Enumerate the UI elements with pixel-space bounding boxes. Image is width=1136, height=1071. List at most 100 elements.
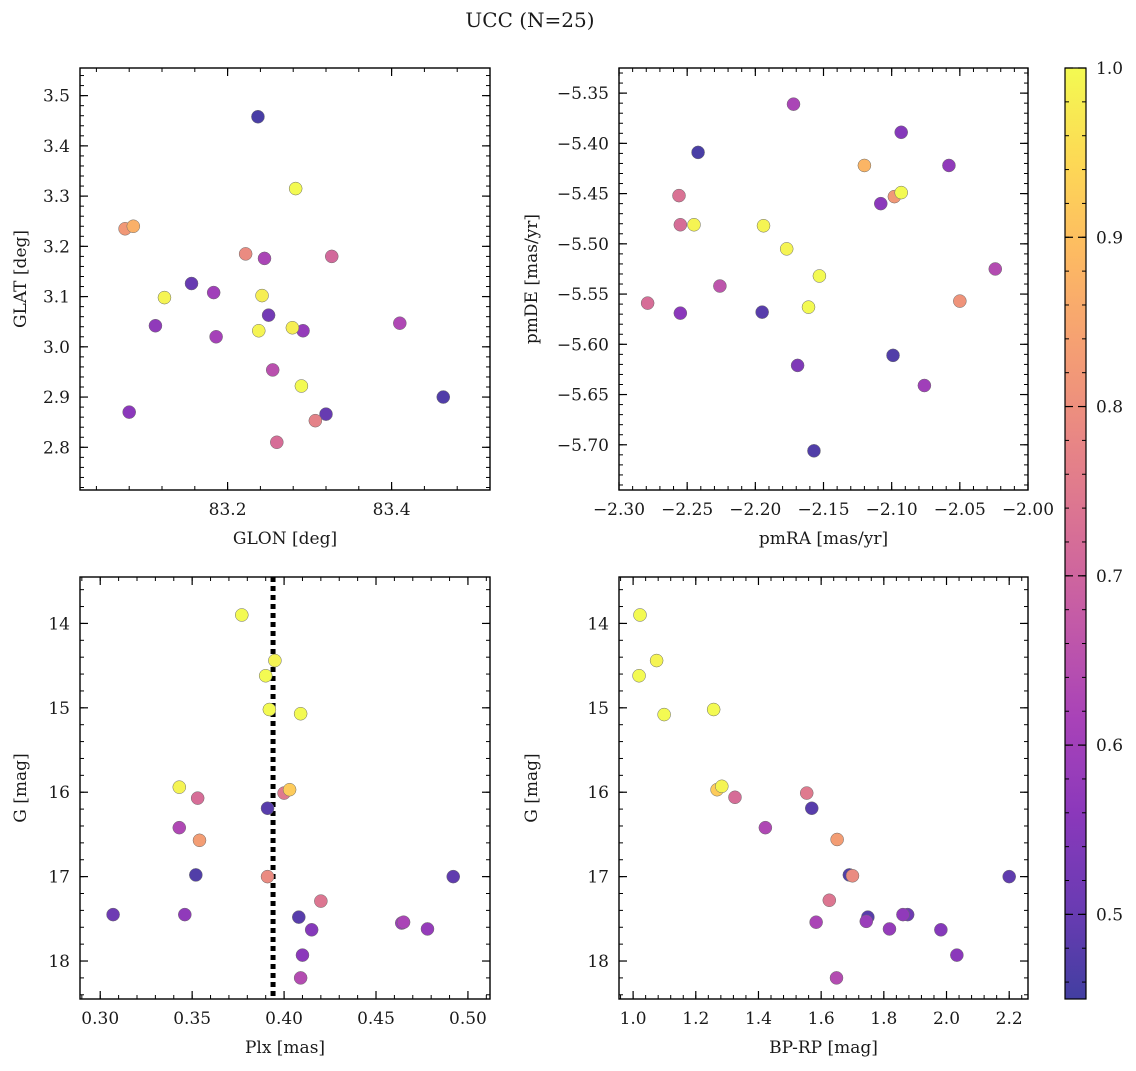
data-point [934, 923, 948, 937]
data-point [649, 653, 664, 668]
x-tick-label: 2.0 [933, 1009, 960, 1029]
data-point [293, 971, 308, 985]
panel-4: 1.0 1.2 1.4 1.6 1.8 2.0 2.2 14 15 16 17 18 BP-RP [ma… [522, 576, 1029, 1058]
data-point [178, 907, 192, 922]
data-point [172, 780, 187, 794]
data-point [713, 279, 727, 293]
data-point [640, 296, 655, 310]
data-point [758, 820, 773, 835]
data-point [260, 801, 275, 816]
y-tick-label: 3.5 [43, 87, 70, 107]
x-tick-label: −2.20 [729, 500, 781, 520]
data-point [812, 269, 827, 283]
data-point [106, 907, 120, 922]
colorbar-tick-label: 0.7 [1096, 567, 1123, 587]
data-point [673, 306, 688, 320]
colorbar-tick-label: 0.9 [1096, 228, 1123, 248]
data-point [786, 97, 801, 111]
x-axis-label: pmRA [mas/yr] [759, 529, 888, 549]
colorbar: 0.5 0.6 0.7 0.8 0.9 1.0 [1064, 59, 1123, 1000]
data-point [324, 249, 339, 264]
data-point [953, 294, 967, 308]
data-point [282, 782, 297, 797]
data-point [950, 948, 964, 962]
data-point [251, 109, 265, 124]
y-tick-label: 3.2 [43, 237, 70, 257]
y-axis-label: G [mag] [522, 753, 542, 822]
data-point [882, 922, 897, 936]
y-tick-label: 3.4 [43, 137, 70, 157]
colorbar-tick-label: 0.8 [1096, 398, 1123, 418]
data-point [446, 869, 460, 884]
data-point [801, 300, 816, 314]
data-point [126, 219, 141, 233]
x-tick-label: 83.4 [373, 500, 411, 520]
data-point [420, 922, 435, 936]
colorbar-tick-label: 0.5 [1096, 905, 1123, 925]
data-point [859, 914, 874, 929]
data-point [755, 305, 769, 319]
data-point [845, 869, 860, 883]
plot-area [618, 576, 1029, 1000]
y-tick-label: −5.35 [557, 84, 609, 104]
colorbar-tick-label: 1.0 [1096, 59, 1123, 79]
data-point [270, 435, 284, 450]
x-tick-label: 1.4 [745, 1009, 772, 1029]
y-tick-label: 18 [587, 952, 609, 972]
y-tick-label: −5.40 [557, 134, 609, 154]
y-tick-label: 17 [48, 868, 70, 888]
y-tick-label: −5.60 [557, 335, 609, 355]
plot-area [79, 67, 491, 491]
data-point [262, 702, 277, 717]
x-tick-label: 1.0 [620, 1009, 647, 1029]
x-tick-label: 1.8 [870, 1009, 897, 1029]
data-point [184, 276, 199, 291]
colorbar-gradient [1064, 67, 1087, 1000]
data-point [790, 358, 805, 373]
x-tick-label: −2.30 [593, 500, 645, 520]
data-point [830, 832, 844, 847]
panel-2: −2.30 −2.25 −2.20 −2.15 −2.10 −2.05 −2.00 −5.70… [522, 67, 1054, 549]
data-point [393, 316, 407, 330]
data-point [894, 185, 908, 200]
x-tick-label: 83.2 [209, 500, 247, 520]
data-point [804, 801, 819, 816]
data-point [238, 247, 253, 261]
y-axis-label: G [mag] [11, 753, 31, 822]
data-point [265, 363, 280, 377]
x-tick-label: 1.2 [682, 1009, 709, 1029]
data-point [988, 262, 1003, 276]
y-tick-label: 15 [587, 699, 609, 719]
data-point [809, 915, 823, 929]
data-point [252, 323, 266, 338]
data-point [319, 407, 333, 421]
data-point [206, 285, 221, 300]
x-tick-label: 0.30 [81, 1009, 119, 1029]
data-point [285, 320, 300, 335]
data-point [235, 608, 249, 622]
data-point [633, 608, 647, 622]
y-tick-label: 3.1 [43, 288, 70, 308]
data-point [857, 158, 872, 173]
y-tick-label: 2.8 [43, 438, 70, 458]
y-tick-label: −5.65 [557, 386, 609, 406]
data-point [657, 707, 671, 722]
x-tick-label: 2.2 [996, 1009, 1023, 1029]
x-axis-label: Plx [mas] [245, 1038, 325, 1058]
x-tick-label: −2.00 [1002, 500, 1054, 520]
data-point [807, 444, 821, 458]
x-tick-label: 0.40 [265, 1009, 303, 1029]
y-tick-label: 14 [48, 614, 70, 634]
data-point [829, 971, 844, 985]
data-point [172, 820, 187, 835]
data-point [672, 188, 686, 203]
data-point [292, 910, 306, 924]
y-axis-label: pmDE [mas/yr] [522, 214, 542, 344]
y-tick-label: 16 [587, 783, 609, 803]
data-point [822, 893, 837, 908]
y-tick-label: −5.70 [557, 436, 609, 456]
data-point [942, 158, 956, 173]
data-point [896, 907, 910, 922]
y-tick-label: 16 [48, 783, 70, 803]
data-point [288, 181, 303, 196]
